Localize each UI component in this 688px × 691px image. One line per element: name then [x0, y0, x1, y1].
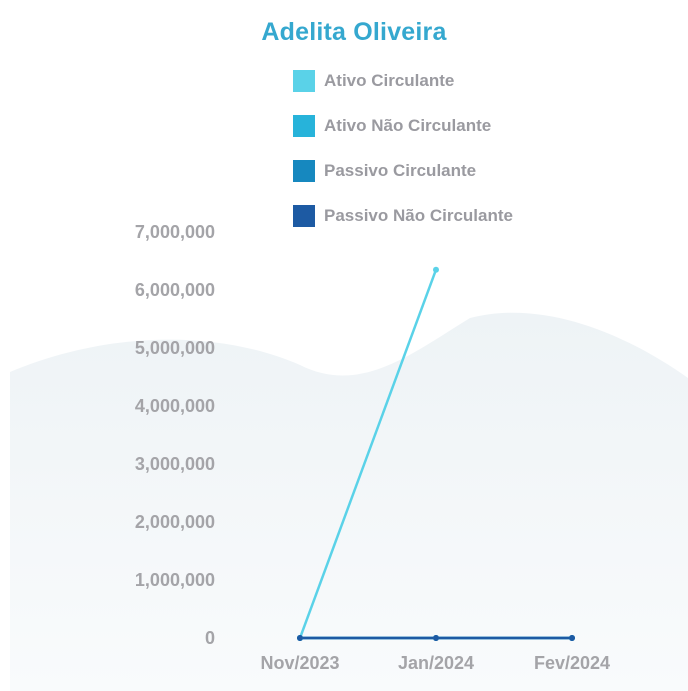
legend-item[interactable]: Passivo Não Circulante: [293, 193, 513, 238]
x-tick-label: Fev/2024: [534, 653, 610, 673]
legend-item[interactable]: Passivo Circulante: [293, 148, 513, 193]
legend-swatch: [293, 114, 315, 137]
legend-item[interactable]: Ativo Circulante: [293, 58, 513, 103]
legend-swatch: [293, 69, 315, 92]
legend-label: Ativo Não Circulante: [324, 115, 492, 135]
y-tick-label: 2,000,000: [135, 512, 215, 532]
legend-label: Ativo Circulante: [324, 70, 455, 90]
data-point: [433, 635, 439, 641]
chart-title: Adelita Oliveira: [261, 18, 447, 46]
y-tick-label: 5,000,000: [135, 338, 215, 358]
legend-item[interactable]: Ativo Não Circulante: [293, 103, 513, 148]
y-tick-label: 4,000,000: [135, 396, 215, 416]
legend: Ativo Circulante Ativo Não Circulante Pass…: [293, 58, 513, 238]
y-tick-label: 1,000,000: [135, 570, 215, 590]
legend-label: Passivo Circulante: [324, 160, 477, 180]
y-tick-label: 6,000,000: [135, 280, 215, 300]
x-tick-label: Nov/2023: [260, 653, 339, 673]
y-tick-label: 7,000,000: [135, 222, 215, 242]
y-tick-label: 3,000,000: [135, 454, 215, 474]
data-point: [569, 635, 575, 641]
legend-swatch: [293, 204, 315, 227]
series-line: [298, 269, 438, 639]
legend-label: Passivo Não Circulante: [324, 205, 513, 225]
data-point: [297, 635, 303, 641]
y-tick-label: 0: [205, 628, 215, 648]
legend-swatch: [293, 159, 315, 182]
x-tick-label: Jan/2024: [398, 653, 474, 673]
data-point: [433, 266, 439, 273]
